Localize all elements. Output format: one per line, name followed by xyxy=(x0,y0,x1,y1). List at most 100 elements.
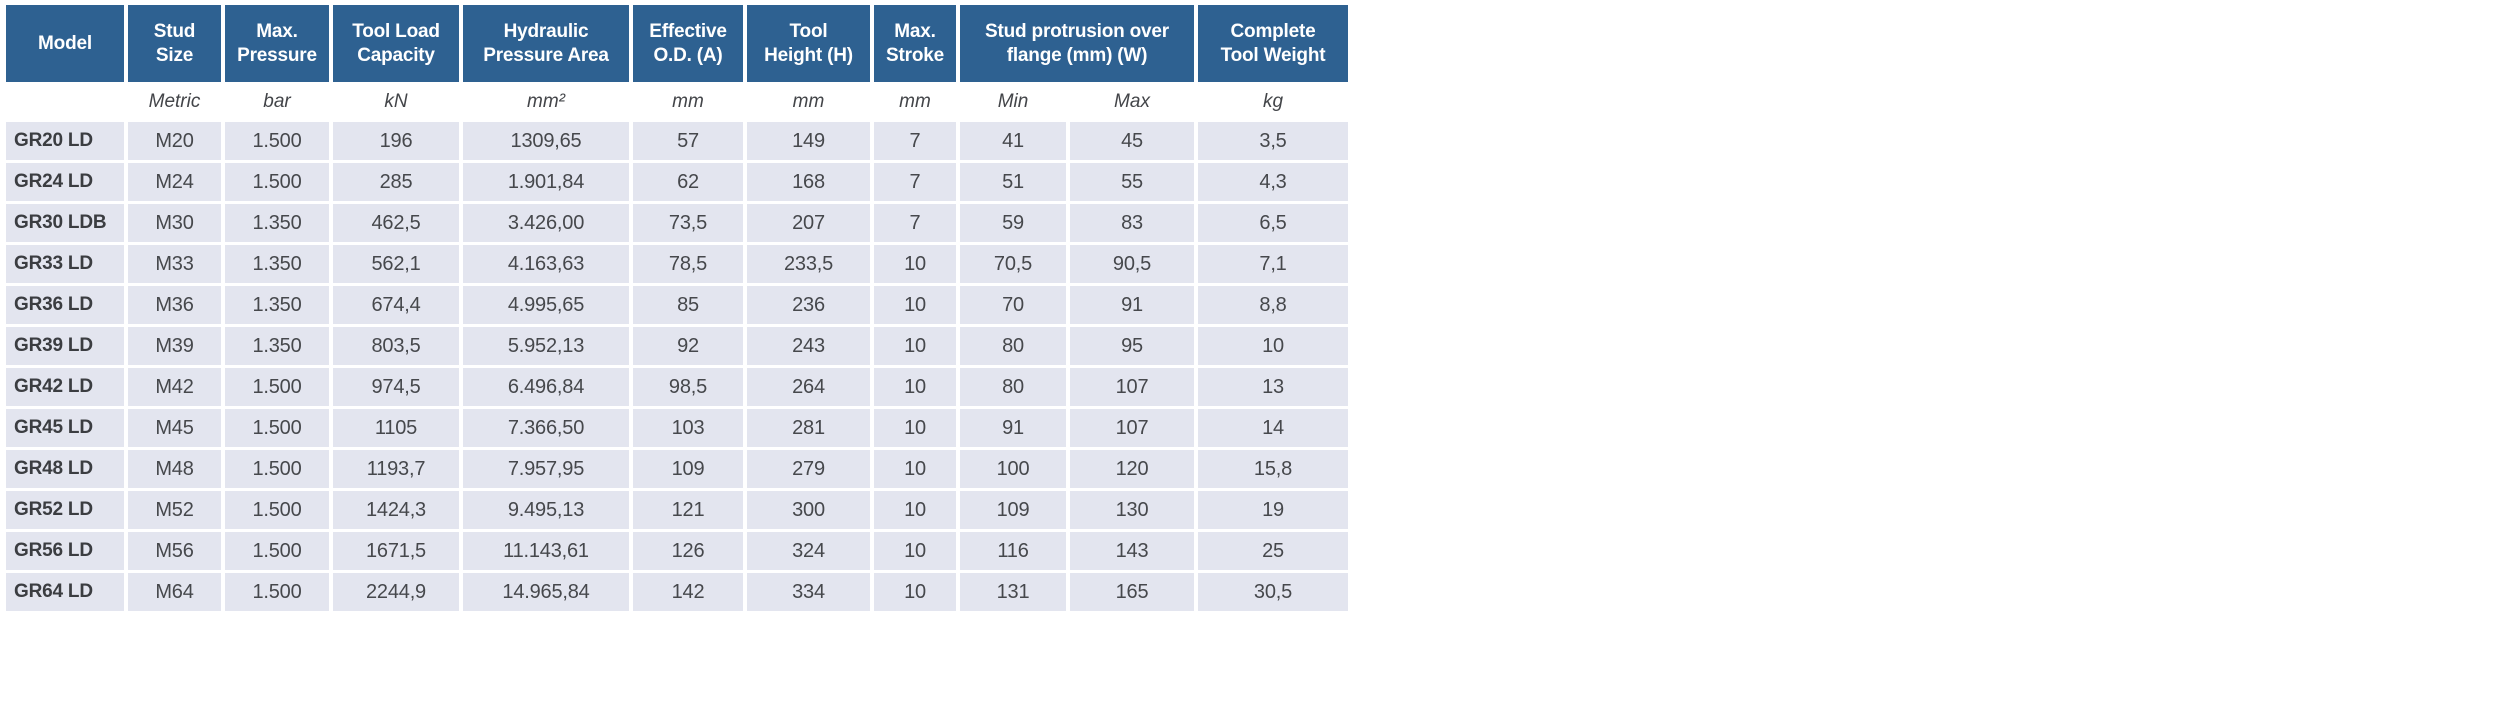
data-cell: 10 xyxy=(874,245,956,283)
data-cell: 1.500 xyxy=(225,409,329,447)
data-cell: 92 xyxy=(633,327,743,365)
data-cell: 334 xyxy=(747,573,870,611)
data-cell: 45 xyxy=(1070,122,1194,160)
col-header-tool-load-capacity: Tool Load Capacity xyxy=(333,5,459,82)
data-cell: 207 xyxy=(747,204,870,242)
data-cell: 100 xyxy=(960,450,1066,488)
data-cell: 109 xyxy=(960,491,1066,529)
data-cell: 7.366,50 xyxy=(463,409,629,447)
unit-cell-hydraulic-pressure-area: mm² xyxy=(463,85,629,119)
data-cell: 62 xyxy=(633,163,743,201)
data-cell: 1.500 xyxy=(225,532,329,570)
unit-cell-protrusion-max: Max xyxy=(1070,85,1194,119)
data-cell: 1.500 xyxy=(225,450,329,488)
data-cell: 78,5 xyxy=(633,245,743,283)
data-cell: 107 xyxy=(1070,368,1194,406)
col-header-stud-size: Stud Size xyxy=(128,5,221,82)
col-header-tool-height: Tool Height (H) xyxy=(747,5,870,82)
spec-table: Model Stud Size Max. Pressure Tool Load … xyxy=(2,2,1352,614)
model-cell: GR36 LD xyxy=(6,286,124,324)
data-cell: 14.965,84 xyxy=(463,573,629,611)
data-cell: 59 xyxy=(960,204,1066,242)
data-cell: 57 xyxy=(633,122,743,160)
data-cell: 6.496,84 xyxy=(463,368,629,406)
col-header-stud-protrusion: Stud protrusion over flange (mm) (W) xyxy=(960,5,1194,82)
data-cell: 1671,5 xyxy=(333,532,459,570)
data-cell: M39 xyxy=(128,327,221,365)
data-cell: M30 xyxy=(128,204,221,242)
data-cell: 562,1 xyxy=(333,245,459,283)
data-cell: M64 xyxy=(128,573,221,611)
table-row: GR33 LD M33 1.350 562,1 4.163,63 78,5 233,5 10 7… xyxy=(6,245,1348,283)
data-cell: 73,5 xyxy=(633,204,743,242)
data-cell: 803,5 xyxy=(333,327,459,365)
table-row: GR48 LD M48 1.500 1193,7 7.957,95 109 279 10 100… xyxy=(6,450,1348,488)
data-cell: 15,8 xyxy=(1198,450,1348,488)
data-cell: 1.350 xyxy=(225,286,329,324)
header-row: Model Stud Size Max. Pressure Tool Load … xyxy=(6,5,1348,82)
data-cell: 4.995,65 xyxy=(463,286,629,324)
data-cell: 7,1 xyxy=(1198,245,1348,283)
table-row: GR20 LD M20 1.500 196 1309,65 57 149 7 41 45 3,5 xyxy=(6,122,1348,160)
data-cell: 8,8 xyxy=(1198,286,1348,324)
data-cell: 300 xyxy=(747,491,870,529)
model-cell: GR56 LD xyxy=(6,532,124,570)
model-cell: GR30 LDB xyxy=(6,204,124,242)
data-cell: 10 xyxy=(874,450,956,488)
data-cell: 1105 xyxy=(333,409,459,447)
unit-cell-max-pressure: bar xyxy=(225,85,329,119)
data-cell: 11.143,61 xyxy=(463,532,629,570)
data-cell: 70,5 xyxy=(960,245,1066,283)
data-cell: 121 xyxy=(633,491,743,529)
data-cell: 13 xyxy=(1198,368,1348,406)
data-cell: 142 xyxy=(633,573,743,611)
data-cell: 85 xyxy=(633,286,743,324)
data-cell: 1.500 xyxy=(225,163,329,201)
data-cell: 285 xyxy=(333,163,459,201)
table-row: GR52 LD M52 1.500 1424,3 9.495,13 121 300 10 109… xyxy=(6,491,1348,529)
data-cell: 25 xyxy=(1198,532,1348,570)
data-cell: 5.952,13 xyxy=(463,327,629,365)
units-row: Metric bar kN mm² mm mm mm Min Max kg xyxy=(6,85,1348,119)
data-cell: 30,5 xyxy=(1198,573,1348,611)
data-cell: 10 xyxy=(874,286,956,324)
data-cell: 7 xyxy=(874,122,956,160)
data-cell: M24 xyxy=(128,163,221,201)
data-cell: 1.350 xyxy=(225,204,329,242)
data-cell: 103 xyxy=(633,409,743,447)
data-cell: 95 xyxy=(1070,327,1194,365)
col-header-hydraulic-pressure-area: Hydraulic Pressure Area xyxy=(463,5,629,82)
data-cell: 70 xyxy=(960,286,1066,324)
data-cell: 41 xyxy=(960,122,1066,160)
data-cell: 4.163,63 xyxy=(463,245,629,283)
table-row: GR45 LD M45 1.500 1105 7.366,50 103 281 10 91 107… xyxy=(6,409,1348,447)
data-cell: 3,5 xyxy=(1198,122,1348,160)
unit-cell-protrusion-min: Min xyxy=(960,85,1066,119)
data-cell: 80 xyxy=(960,368,1066,406)
data-cell: 1424,3 xyxy=(333,491,459,529)
data-cell: 4,3 xyxy=(1198,163,1348,201)
table-row: GR39 LD M39 1.350 803,5 5.952,13 92 243 10 80 95 1… xyxy=(6,327,1348,365)
col-header-model: Model xyxy=(6,5,124,82)
data-cell: 7 xyxy=(874,204,956,242)
data-cell: 80 xyxy=(960,327,1066,365)
data-cell: 126 xyxy=(633,532,743,570)
data-cell: 2244,9 xyxy=(333,573,459,611)
data-cell: 10 xyxy=(874,532,956,570)
data-cell: 14 xyxy=(1198,409,1348,447)
unit-cell-effective-od: mm xyxy=(633,85,743,119)
data-cell: 264 xyxy=(747,368,870,406)
unit-cell-max-stroke: mm xyxy=(874,85,956,119)
data-cell: 1309,65 xyxy=(463,122,629,160)
model-cell: GR52 LD xyxy=(6,491,124,529)
unit-cell-tool-height: mm xyxy=(747,85,870,119)
table-row: GR36 LD M36 1.350 674,4 4.995,65 85 236 10 70 91 8… xyxy=(6,286,1348,324)
model-cell: GR64 LD xyxy=(6,573,124,611)
data-cell: 120 xyxy=(1070,450,1194,488)
col-header-complete-tool-weight: Complete Tool Weight xyxy=(1198,5,1348,82)
data-cell: 131 xyxy=(960,573,1066,611)
data-cell: M33 xyxy=(128,245,221,283)
data-cell: 10 xyxy=(874,327,956,365)
data-cell: 83 xyxy=(1070,204,1194,242)
data-cell: M48 xyxy=(128,450,221,488)
